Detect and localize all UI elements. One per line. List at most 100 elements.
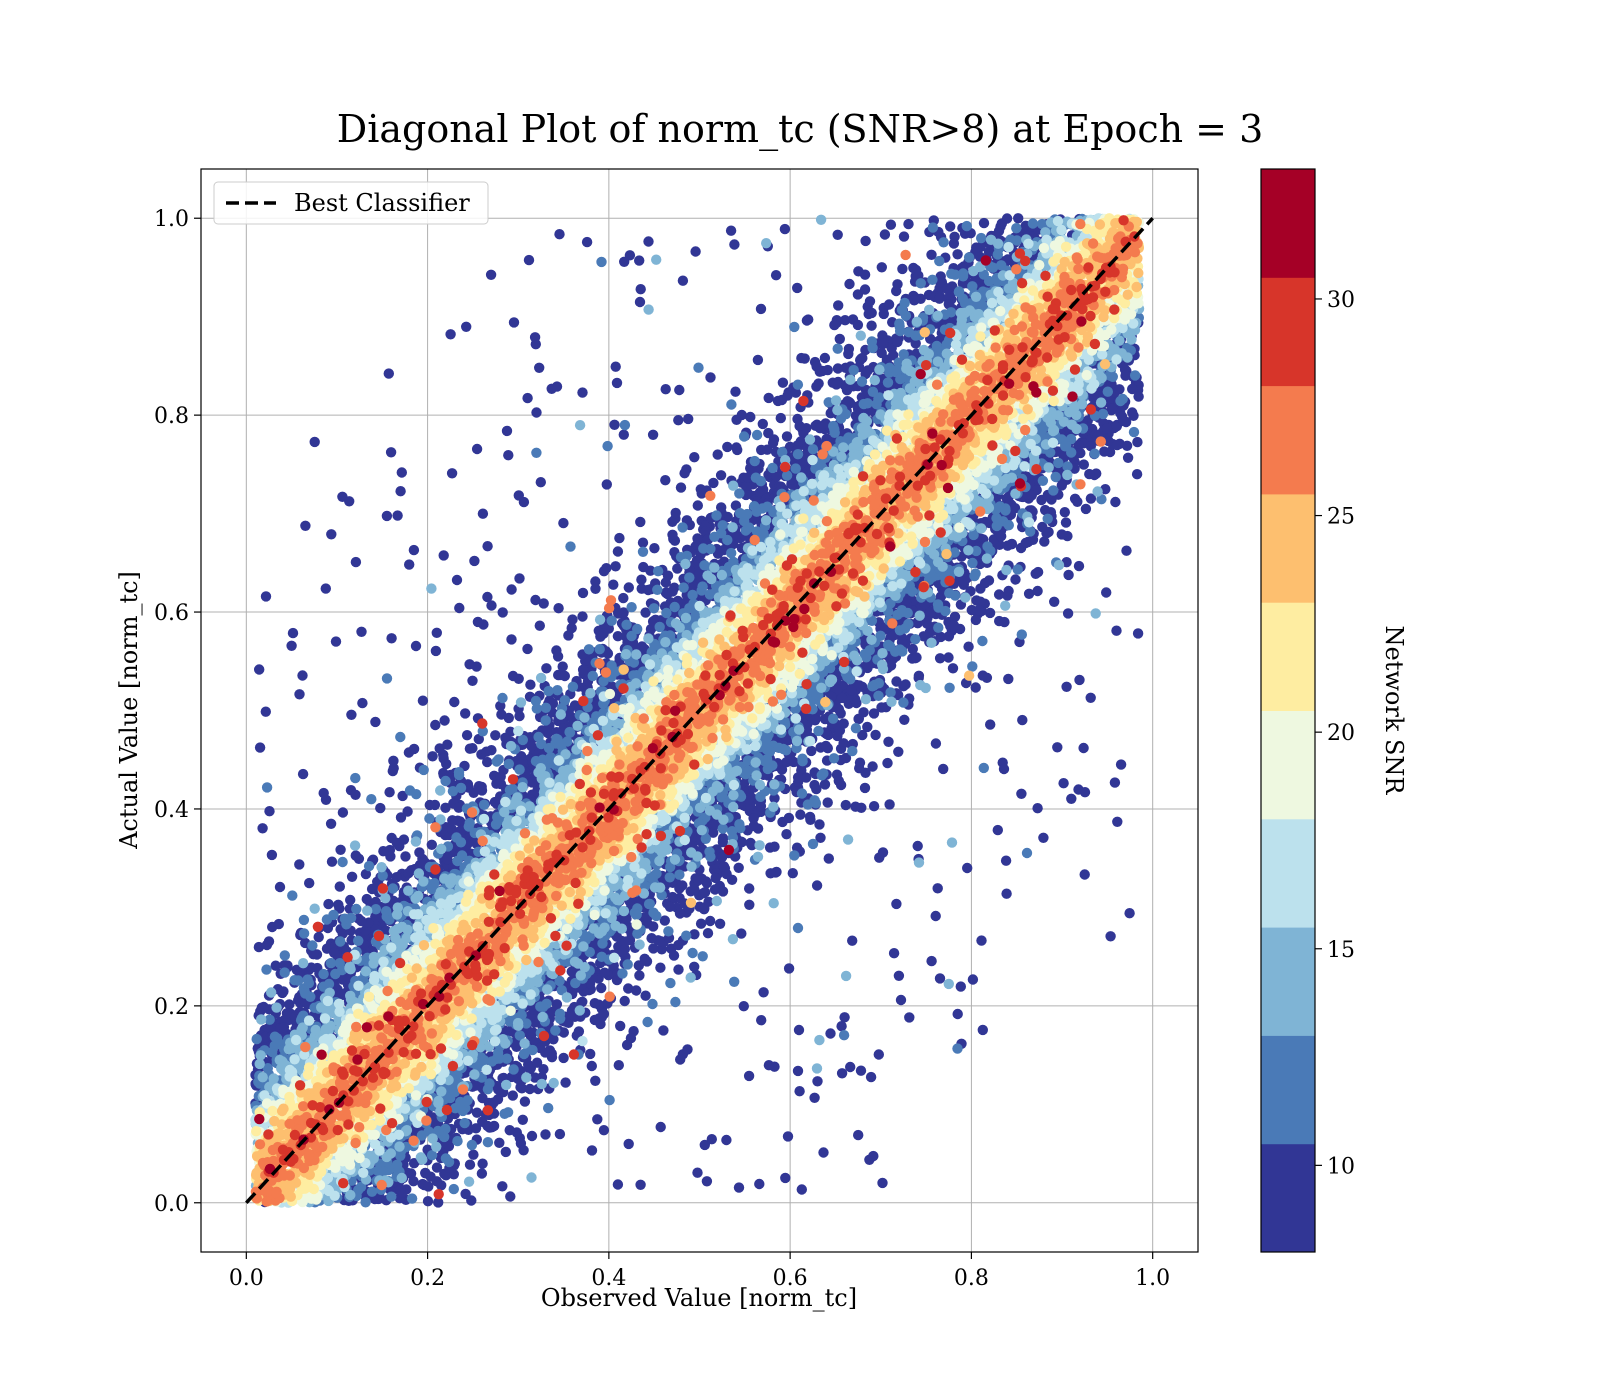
scatter-point <box>366 794 377 805</box>
scatter-point <box>847 935 858 946</box>
scatter-point <box>836 1020 847 1032</box>
scatter-point <box>514 573 525 584</box>
scatter-point <box>815 832 826 843</box>
scatter-point <box>592 1114 603 1125</box>
scatter-point <box>284 999 295 1010</box>
scatter-point <box>447 786 459 797</box>
scatter-point <box>577 387 588 398</box>
scatter-point <box>384 787 395 798</box>
scatter-point <box>526 777 538 788</box>
scatter-point <box>418 764 429 776</box>
scatter-point <box>1124 908 1135 919</box>
scatter-point <box>611 377 623 389</box>
scatter-point <box>1063 569 1074 581</box>
scatter-point <box>451 574 463 586</box>
scatter-point <box>640 990 651 1001</box>
scatter-point <box>695 918 707 929</box>
scatter-point <box>610 561 621 572</box>
scatter-point <box>529 332 541 343</box>
scatter-point <box>577 664 589 675</box>
scatter-point <box>495 771 506 782</box>
scatter-point <box>330 636 342 647</box>
scatter-point <box>967 974 979 985</box>
scatter-point <box>877 338 889 350</box>
scatter-point <box>531 407 542 418</box>
scatter-point <box>482 1120 493 1132</box>
scatter-point <box>550 1025 561 1036</box>
scatter-point <box>635 284 646 295</box>
scatter-point <box>1073 560 1085 572</box>
scatter-point <box>729 976 740 987</box>
scatter-point <box>945 221 956 232</box>
scatter-point <box>793 1024 805 1036</box>
scatter-point <box>274 881 286 893</box>
scatter-point <box>822 797 833 808</box>
scatter-point <box>879 229 891 240</box>
scatter-point <box>845 1061 856 1073</box>
scatter-point <box>665 977 676 989</box>
scatter-point <box>1131 469 1143 480</box>
scatter-point <box>777 377 789 388</box>
scatter-point <box>833 775 844 787</box>
scatter-point <box>447 815 458 826</box>
scatter-point <box>1089 448 1100 459</box>
scatter-point <box>859 782 871 794</box>
scatter-point <box>553 603 564 614</box>
scatter-point <box>664 901 676 912</box>
scatter-point <box>806 745 817 757</box>
scatter-point <box>677 275 689 286</box>
scatter-point <box>705 915 716 927</box>
scatter-point <box>623 1138 634 1150</box>
scatter-point <box>506 584 517 595</box>
scatter-point <box>396 467 407 478</box>
scatter-point <box>258 1001 269 1013</box>
scatter-point <box>717 886 729 897</box>
scatter-point <box>699 560 710 571</box>
scatter-point <box>534 620 545 631</box>
scatter-point <box>557 661 568 672</box>
scatter-point <box>598 566 610 577</box>
scatter-point <box>560 1077 571 1088</box>
scatter-point <box>585 1048 596 1060</box>
scatter-point <box>870 729 881 741</box>
scatter-point <box>979 577 991 589</box>
scatter-point <box>391 872 402 883</box>
scatter-point <box>856 353 867 364</box>
scatter-point <box>794 1086 805 1097</box>
scatter-point <box>832 363 844 374</box>
scatter-point <box>932 883 943 894</box>
scatter-point <box>526 741 537 752</box>
scatter-point <box>868 801 880 812</box>
scatter-point <box>843 343 855 355</box>
scatter-point <box>673 415 684 426</box>
scatter-point <box>1112 816 1123 827</box>
scatter-point <box>471 1107 483 1118</box>
scatter-point <box>792 772 804 783</box>
scatter-point <box>714 918 726 929</box>
scatter-point <box>460 708 471 719</box>
scatter-point <box>930 910 941 922</box>
scatter-point <box>967 557 978 569</box>
scatter-point <box>731 442 742 453</box>
scatter-point <box>1003 520 1014 531</box>
scatter-point <box>596 982 607 994</box>
scatter-point <box>297 768 309 780</box>
scatter-point <box>441 758 452 770</box>
scatter-point <box>692 875 704 886</box>
scatter-point <box>430 645 442 657</box>
scatter-point <box>999 616 1010 628</box>
scatter-point <box>552 685 563 696</box>
scatter-point <box>804 811 816 823</box>
scatter-point <box>554 1128 566 1140</box>
scatter-point <box>617 968 628 979</box>
scatter-point <box>375 802 386 814</box>
scatter-point <box>445 329 456 340</box>
scatter-point <box>422 1196 434 1207</box>
scatter-point <box>1078 459 1090 470</box>
scatter-point <box>818 1147 829 1158</box>
scatter-point <box>454 602 465 614</box>
scatter-point <box>522 392 533 404</box>
scatter-point <box>673 939 684 951</box>
scatter-point <box>526 1130 538 1142</box>
scatter-point <box>1074 674 1085 686</box>
